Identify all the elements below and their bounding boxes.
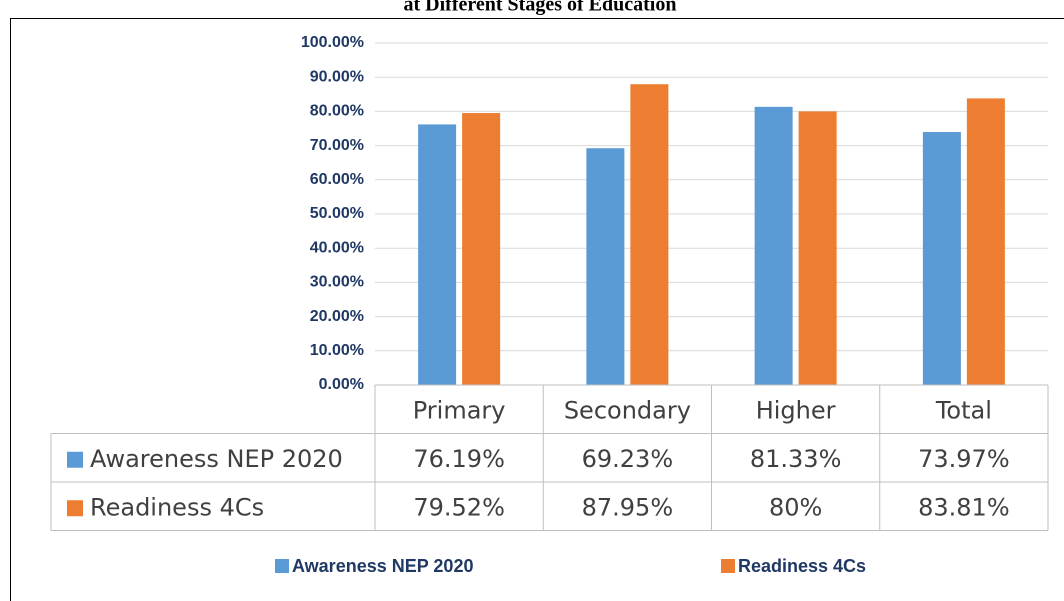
table-row-header: Awareness NEP 2020 bbox=[90, 445, 343, 473]
data-label: 69.23% bbox=[582, 445, 674, 473]
data-label: 87.95% bbox=[582, 493, 674, 521]
y-tick-label: 90.00% bbox=[310, 68, 364, 85]
x-tick-label: Secondary bbox=[564, 396, 691, 424]
x-tick-label: Primary bbox=[413, 396, 506, 424]
bar bbox=[798, 111, 837, 386]
bar bbox=[630, 84, 669, 385]
bar bbox=[922, 132, 961, 385]
y-tick-label: 20.00% bbox=[310, 308, 364, 325]
y-tick-label: 0.00% bbox=[319, 376, 364, 393]
data-label: 80% bbox=[769, 493, 822, 521]
legend-key bbox=[721, 559, 735, 573]
y-tick-label: 80.00% bbox=[310, 103, 364, 120]
y-tick-label: 60.00% bbox=[310, 171, 364, 188]
chart-title: at Different Stages of Education bbox=[404, 0, 677, 16]
data-label: 76.19% bbox=[413, 445, 505, 473]
bar bbox=[754, 106, 793, 385]
y-tick-label: 70.00% bbox=[310, 137, 364, 154]
x-tick-label: Higher bbox=[756, 396, 836, 424]
bar bbox=[966, 98, 1005, 385]
bar bbox=[462, 113, 501, 386]
bar bbox=[586, 148, 625, 385]
data-label: 81.33% bbox=[750, 445, 842, 473]
y-tick-label: 10.00% bbox=[310, 342, 364, 359]
y-tick-label: 30.00% bbox=[310, 274, 364, 291]
data-label: 73.97% bbox=[918, 445, 1010, 473]
legend-key bbox=[275, 559, 289, 573]
table-legend-key bbox=[67, 451, 83, 468]
y-tick-label: 100.00% bbox=[301, 34, 364, 51]
legend-label: Awareness NEP 2020 bbox=[292, 556, 473, 576]
y-tick-label: 50.00% bbox=[310, 205, 364, 222]
table-legend-key bbox=[67, 500, 83, 517]
bar bbox=[418, 124, 457, 385]
legend-label: Readiness 4Cs bbox=[738, 556, 866, 576]
data-label: 83.81% bbox=[918, 493, 1010, 521]
chart-border bbox=[10, 18, 1064, 601]
x-tick-label: Total bbox=[935, 396, 992, 424]
y-tick-label: 40.00% bbox=[310, 239, 364, 256]
table-row-header: Readiness 4Cs bbox=[90, 493, 264, 521]
data-label: 79.52% bbox=[413, 493, 505, 521]
